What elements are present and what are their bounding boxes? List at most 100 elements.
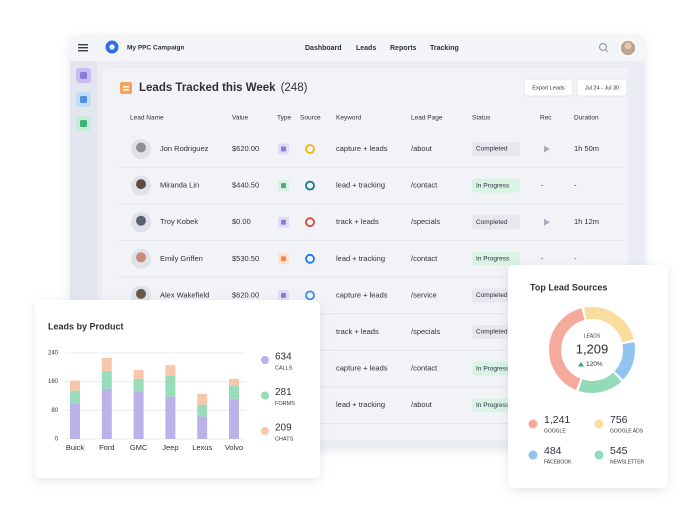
bar-segment	[70, 380, 80, 391]
type-glyph	[281, 219, 286, 225]
search-handle	[605, 49, 609, 53]
search-icon[interactable]	[598, 42, 608, 52]
rec: -	[541, 181, 544, 190]
lead-name[interactable]: Emily Griffen	[160, 254, 203, 263]
lead-name[interactable]: Miranda Lin	[160, 181, 199, 190]
legend-label: FORMS	[275, 401, 295, 407]
status: In Progress	[476, 256, 510, 263]
lead-value: $620.00	[232, 144, 259, 153]
bar-segment	[197, 416, 208, 439]
header-button[interactable]	[523, 78, 574, 97]
hamburger-line[interactable]	[78, 44, 88, 46]
y-tick-label: 80	[51, 408, 58, 414]
header-button-label[interactable]: Jul 24 - Jul 30	[585, 85, 619, 91]
column-header: Type	[277, 115, 291, 122]
x-tick-label: Buick	[66, 443, 85, 452]
top-lead-sources-card: Top Lead Sources LEADS 1,209 120% 1,241 GOOGL…	[508, 265, 668, 488]
legend-label: NEWSLETTER	[610, 459, 645, 465]
duration: 1h 12m	[574, 217, 599, 226]
chart-title: Leads by Product	[48, 321, 124, 331]
status-pill	[472, 178, 520, 193]
type-glyph	[281, 183, 286, 189]
lead-avatar-face	[136, 142, 146, 153]
keyword: capture + leads	[336, 290, 388, 299]
lead-name[interactable]: Troy Kobek	[160, 217, 198, 226]
status: Completed	[476, 292, 508, 299]
play-recording[interactable]	[544, 218, 550, 226]
y-tick-label: 160	[48, 379, 59, 385]
lead-page: /specials	[411, 327, 440, 336]
bar-segment	[133, 369, 144, 379]
column-header: Value	[232, 115, 249, 122]
legend-swatch	[528, 419, 538, 429]
legend-total: 209	[275, 423, 292, 434]
lead-count: (248)	[281, 82, 308, 94]
lead-value: $440.50	[232, 181, 259, 190]
lead-page: /about	[411, 144, 433, 153]
keyword: lead + tracking	[336, 400, 385, 409]
title-icon	[120, 82, 132, 94]
keyword: lead + tracking	[336, 254, 385, 263]
bar-segment	[197, 393, 208, 405]
legend-swatch	[261, 391, 269, 400]
sidebar-glyph	[80, 120, 87, 127]
legend-swatch	[594, 419, 604, 429]
lead-avatar-face	[136, 288, 146, 299]
duration: 1h 50m	[574, 144, 599, 153]
logo-inner	[109, 44, 115, 50]
x-tick-label: Volvo	[225, 443, 243, 452]
legend-label: GOOGLE	[544, 428, 566, 434]
bar-segment	[229, 378, 239, 386]
center-change: 120%	[586, 361, 603, 368]
rec: -	[541, 254, 544, 263]
status: Completed	[476, 329, 508, 336]
lead-value: $0.00	[232, 217, 251, 226]
hamburger-line[interactable]	[78, 47, 88, 49]
bar-segment	[229, 385, 239, 399]
keyword: track + leads	[336, 217, 379, 226]
lead-page: /service	[411, 290, 437, 299]
nav-item[interactable]: Tracking	[430, 45, 459, 52]
source-icon	[305, 253, 315, 264]
donut-segment	[614, 342, 635, 380]
lead-avatar-face	[136, 215, 146, 226]
column-header: Lead Name	[130, 115, 164, 122]
bar-segment	[101, 388, 112, 439]
legend-total: 634	[275, 352, 292, 363]
lead-value: $530.50	[232, 254, 259, 263]
status: Completed	[476, 219, 508, 226]
source-icon	[305, 290, 315, 301]
keyword: track + leads	[336, 327, 379, 336]
duration: -	[574, 181, 577, 190]
column-header: Status	[472, 115, 491, 122]
sidebar-glyph	[80, 72, 87, 79]
nav-item[interactable]: Reports	[390, 45, 417, 52]
title-icon-glyph	[123, 86, 129, 88]
column-header: Source	[300, 115, 321, 122]
x-tick-label: GMC	[130, 443, 148, 452]
user-avatar-face	[624, 42, 632, 50]
center-label: LEADS	[584, 333, 601, 339]
lead-avatar-face	[136, 252, 146, 263]
lead-name[interactable]: Alex Wakefield	[160, 290, 209, 299]
header-button[interactable]	[576, 78, 628, 97]
y-tick-label: 0	[55, 437, 59, 443]
status: In Progress	[476, 402, 510, 409]
legend-value: 484	[544, 445, 562, 457]
hamburger-line[interactable]	[78, 50, 88, 52]
nav-item[interactable]: Dashboard	[305, 45, 342, 52]
lead-page: /specials	[411, 217, 440, 226]
legend-label: CALLS	[275, 365, 293, 371]
legend-value: 545	[610, 445, 628, 457]
legend-value: 756	[610, 414, 628, 426]
legend-value: 1,241	[544, 414, 570, 426]
status: Completed	[476, 146, 508, 153]
keyword: lead + tracking	[336, 181, 385, 190]
play-recording[interactable]	[544, 145, 550, 153]
column-header: Keyword	[336, 115, 362, 122]
source-icon	[305, 144, 315, 154]
lead-name[interactable]: Jon Rodriguez	[160, 144, 209, 153]
header-button-label[interactable]: Export Leads	[532, 85, 565, 91]
nav-item[interactable]: Leads	[356, 45, 376, 52]
